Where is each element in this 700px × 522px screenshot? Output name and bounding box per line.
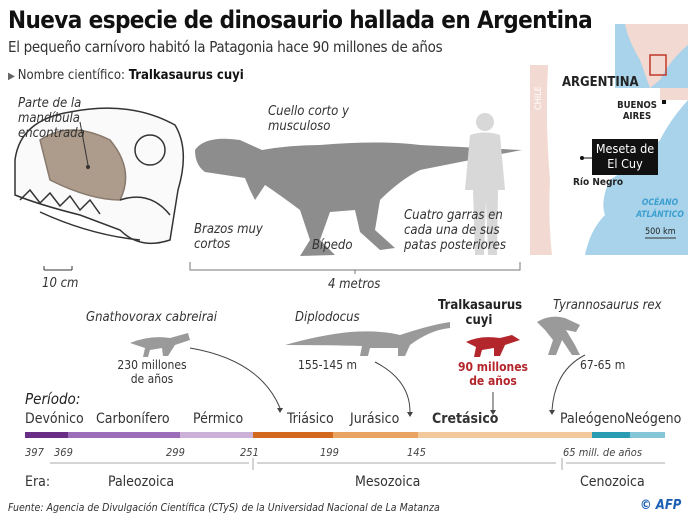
length-bracket (189, 262, 521, 274)
biped-label: Bípedo (312, 238, 353, 253)
species-age-gnathovorax: 230 millones de años (117, 358, 187, 386)
source-note: Fuente: Agencia de Divulgación Científic… (8, 502, 440, 514)
period-heading: Período: (25, 390, 81, 408)
species-age-tralkasaurus: 90 millones de años (458, 360, 528, 388)
age-145: 145 (407, 446, 426, 459)
bar-jurasico (333, 432, 418, 438)
era-heading: Era: (25, 474, 51, 490)
period-carbonifero: Carbonífero (96, 411, 170, 427)
map-label-ocean: OCÉANO ATLÁNTICO (636, 198, 684, 220)
species-name-diplodocus: Diplodocus (295, 310, 360, 325)
map-label-chile: CHILE (534, 86, 544, 110)
map-label-argentina: ARGENTINA (562, 75, 639, 90)
trex-icon (537, 316, 580, 355)
triangle-icon: ▶ (8, 71, 18, 82)
bar-cretasico (418, 432, 592, 438)
period-triasico: Triásico (287, 411, 334, 427)
age-199: 199 (320, 446, 339, 459)
map-argentina (530, 65, 688, 255)
species-name-tralkasaurus: Tralkasaurus cuyi (438, 298, 523, 328)
map-label-rio-negro: Río Negro (573, 177, 624, 188)
length-label: 4 metros (328, 277, 381, 292)
species-name-gnathovorax: Gnathovorax cabreirai (86, 310, 217, 325)
age-369: 369 (54, 446, 73, 459)
period-devonico: Devónico (25, 411, 84, 427)
tralkasaurus-icon (466, 335, 520, 357)
map-inset (615, 24, 688, 88)
era-dividers (50, 458, 665, 470)
bar-devonico (25, 432, 68, 438)
skull-scale-label: 10 cm (42, 276, 79, 291)
species-age-diplodocus: 155-145 m (298, 358, 358, 372)
bar-permico (180, 432, 253, 438)
human-silhouette (465, 113, 505, 255)
species-name-trex: Tyrannosaurus rex (553, 298, 662, 313)
era-paleozoica: Paleozoica (108, 474, 175, 490)
age-397: 397 (25, 446, 44, 459)
diplodocus-icon (285, 322, 450, 356)
page-subtitle: El pequeño carnívoro habitó la Patagonia… (8, 38, 443, 56)
scientific-name: ▶ Nombre científico: Tralkasaurus cuyi (8, 68, 244, 83)
era-cenozoica: Cenozoica (580, 474, 645, 490)
age-65: 65 mill. de años (563, 446, 642, 459)
bar-neogeno (630, 432, 665, 438)
map-label-site: Meseta de El Cuy (595, 141, 655, 171)
neck-label: Cuello corto y musculoso (268, 104, 349, 134)
gnathovorax-icon (130, 333, 190, 357)
jaw-label: Parte de la mandíbula encontrada (18, 96, 85, 141)
period-jurasico: Jurásico (350, 411, 400, 427)
bar-paleogeno (592, 432, 630, 438)
period-paleogeno: Paleógeno (560, 411, 626, 427)
age-251: 251 (240, 446, 259, 459)
timeline-arrows (189, 347, 586, 413)
age-299: 299 (166, 446, 185, 459)
site-label-box (592, 139, 658, 175)
jaw-pointer (79, 121, 89, 166)
species-age-trex: 67-65 m (580, 358, 626, 372)
era-mesozoica: Mesozoica (355, 474, 421, 490)
page-title: Nueva especie de dinosaurio hallada en A… (8, 6, 593, 34)
arms-label: Brazos muy cortos (194, 222, 263, 252)
bar-carbonifero (68, 432, 180, 438)
period-neogeno: Neógeno (625, 411, 682, 427)
map-scale-label: 500 km (645, 227, 676, 237)
skull-illustration (14, 107, 185, 245)
map-label-buenos-aires: BUENOS AIRES (617, 100, 657, 122)
period-permico: Pérmico (193, 411, 244, 427)
bar-triasico (253, 432, 333, 438)
tralkasaurus-silhouette (195, 138, 522, 256)
claws-label: Cuatro garras en cada una de sus patas p… (404, 208, 506, 253)
afp-logo: © AFP (640, 498, 682, 513)
period-cretasico: Cretásico (432, 411, 499, 427)
